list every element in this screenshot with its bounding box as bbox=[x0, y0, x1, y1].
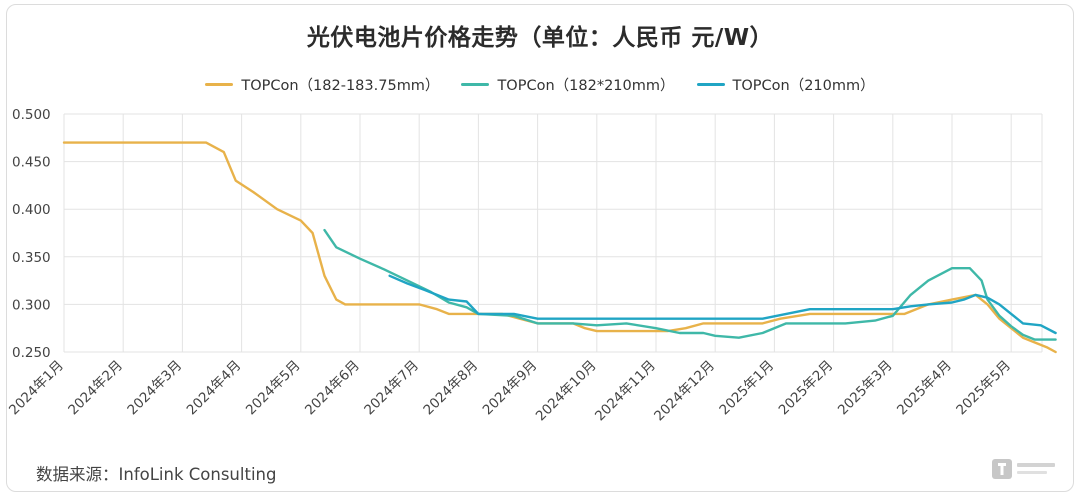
x-tick-label: 2024年2月 bbox=[65, 358, 126, 419]
x-tick-label: 2024年5月 bbox=[243, 358, 304, 419]
grid-layer bbox=[63, 113, 1043, 353]
legend-item-series-1[interactable]: TOPCon（182-183.75mm） bbox=[205, 74, 439, 95]
series-line-1 bbox=[62, 141, 1057, 354]
x-tick-label: 2024年3月 bbox=[124, 358, 185, 419]
y-tick-label: 0.450 bbox=[12, 155, 51, 171]
chart-title: 光伏电池片价格走势（单位：人民币 元/W） bbox=[306, 25, 774, 51]
x-tick-label: 2024年10月 bbox=[533, 358, 600, 425]
y-tick-label: 0.350 bbox=[12, 250, 51, 266]
series-line-3 bbox=[388, 274, 1057, 335]
x-tick-label: 2024年7月 bbox=[361, 358, 422, 419]
x-tick-label: 2024年4月 bbox=[184, 358, 245, 419]
x-tick-label: 2025年4月 bbox=[894, 358, 955, 419]
legend-swatch-series-2 bbox=[461, 83, 490, 86]
publisher-logo-icon bbox=[992, 459, 1055, 479]
data-source-note: 数据来源：InfoLink Consulting bbox=[36, 465, 277, 484]
x-tick-label: 2024年12月 bbox=[651, 358, 718, 425]
chart-frame bbox=[6, 4, 1074, 492]
x-tick-label: 2024年9月 bbox=[480, 358, 541, 419]
legend-item-series-3[interactable]: TOPCon（210mm） bbox=[696, 74, 875, 95]
series-layer bbox=[62, 141, 1057, 354]
x-tick-label: 2025年5月 bbox=[953, 358, 1014, 419]
y-tick-label: 0.500 bbox=[12, 107, 51, 123]
legend-label-series-1: TOPCon（182-183.75mm） bbox=[241, 78, 440, 94]
x-tick-label: 2025年1月 bbox=[716, 358, 777, 419]
chart-legend: TOPCon（182-183.75mm） TOPCon（182*210mm） T… bbox=[0, 74, 1080, 95]
legend-swatch-series-3 bbox=[696, 83, 725, 86]
x-tick-label: 2024年8月 bbox=[420, 358, 481, 419]
y-tick-label: 0.250 bbox=[12, 345, 51, 361]
series-line-2 bbox=[323, 228, 1057, 341]
x-tick-label: 2025年3月 bbox=[835, 358, 896, 419]
x-tick-label: 2024年1月 bbox=[6, 358, 67, 419]
y-tick-label: 0.400 bbox=[12, 202, 51, 218]
axis-layer: 0.5000.4500.4000.3500.3000.2502024年1月202… bbox=[6, 107, 1014, 424]
legend-label-series-2: TOPCon（182*210mm） bbox=[497, 78, 675, 94]
x-tick-label: 2024年6月 bbox=[302, 358, 363, 419]
x-tick-label: 2025年2月 bbox=[776, 358, 837, 419]
legend-swatch-series-1 bbox=[205, 83, 234, 86]
x-tick-label: 2024年11月 bbox=[592, 358, 659, 425]
legend-item-series-2[interactable]: TOPCon（182*210mm） bbox=[461, 74, 675, 95]
legend-label-series-3: TOPCon（210mm） bbox=[732, 78, 875, 94]
y-tick-label: 0.300 bbox=[12, 297, 51, 313]
